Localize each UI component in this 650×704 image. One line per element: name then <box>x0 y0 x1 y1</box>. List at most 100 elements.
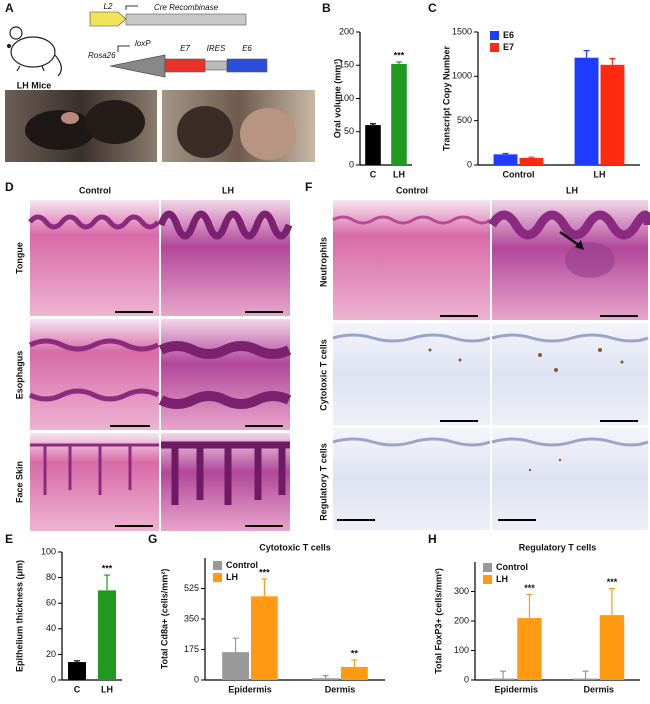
legend-label: LH <box>226 572 238 582</box>
legend-swatch <box>213 561 222 570</box>
e7-label: E7 <box>180 44 190 53</box>
y-tick-label: 100 <box>454 645 469 655</box>
panel-label: F <box>305 180 312 194</box>
y-tick-label: 525 <box>184 583 199 593</box>
y-tick-label: 0 <box>51 674 56 684</box>
mouse-label: LH Mice <box>17 80 52 90</box>
bar <box>251 596 278 680</box>
y-tick-label: 500 <box>457 115 472 125</box>
x-tick-label: LH <box>101 684 113 694</box>
error-bar <box>396 61 402 64</box>
error-bar <box>104 574 110 591</box>
x-tick-label: C <box>74 684 81 694</box>
y-tick-label: 100 <box>41 546 56 556</box>
bar <box>600 64 625 165</box>
error-bar <box>232 637 239 653</box>
bar <box>517 618 542 680</box>
legend-swatch <box>483 575 492 584</box>
y-tick-label: 60 <box>46 598 56 608</box>
y-tick-label: 40 <box>46 623 56 633</box>
mouse-icon <box>6 26 62 77</box>
loxp-label: loxP <box>135 39 151 48</box>
bar <box>519 157 544 165</box>
legend-swatch <box>213 573 222 582</box>
error-bar <box>526 593 533 619</box>
l2-label: L2 <box>104 2 113 11</box>
y-tick-label: 350 <box>184 613 199 623</box>
x-tick-label: C <box>370 169 377 179</box>
bar <box>391 63 407 165</box>
photo-mouse <box>25 110 95 150</box>
photo-mouse <box>240 108 296 160</box>
significance: *** <box>259 567 270 577</box>
loxp-triangle <box>109 54 166 78</box>
legend-label: E7 <box>503 42 514 52</box>
error-bar <box>528 156 535 158</box>
panel-label: A <box>5 1 14 15</box>
significance: *** <box>607 577 618 587</box>
y-axis-label: Oral volume (mm³) <box>332 59 342 139</box>
cre-label: Cre Recombinase <box>154 3 219 12</box>
error-bar <box>500 670 507 679</box>
column-label: Control <box>79 185 111 195</box>
bar <box>599 615 625 680</box>
y-tick-label: 50 <box>344 126 354 136</box>
legend-label: LH <box>496 574 508 584</box>
bar <box>341 666 368 680</box>
x-tick-label: Dermis <box>583 684 614 694</box>
panel-label: D <box>5 180 14 194</box>
column-label: LH <box>222 185 234 195</box>
y-tick-label: 150 <box>339 60 354 70</box>
x-tick-label: Control <box>503 169 535 179</box>
rosa26-label: Rosa26 <box>88 51 116 60</box>
legend-swatch <box>483 563 492 572</box>
error-bar <box>322 675 329 679</box>
photo-lesion <box>61 112 79 124</box>
row-label: Face Skin <box>14 461 24 503</box>
chart-title: Regulatory T cells <box>519 542 597 552</box>
legend-swatch <box>490 43 499 52</box>
panel-label: E <box>5 532 13 546</box>
y-tick-label: 0 <box>194 674 199 684</box>
bar <box>493 154 518 165</box>
panel-label: H <box>428 532 437 546</box>
error-bar <box>583 50 590 58</box>
error-bar <box>351 659 358 667</box>
y-axis-label: Transcript Copy Number <box>441 45 451 151</box>
error-bar <box>608 587 615 616</box>
y-tick-label: 20 <box>46 649 56 659</box>
y-tick-label: 1500 <box>452 26 472 36</box>
micrographs-f <box>332 200 650 530</box>
bar <box>573 678 598 680</box>
error-bar <box>74 660 80 663</box>
row-label: Cytotoxic T cells <box>318 339 328 411</box>
e6-label: E6 <box>242 44 252 53</box>
bar <box>365 125 381 165</box>
photo-mouse <box>85 100 145 144</box>
row-label: Esophagus <box>14 351 24 400</box>
cre-box <box>125 13 247 26</box>
significance: ** <box>351 648 359 658</box>
error-bar <box>370 123 376 126</box>
error-bar <box>261 578 268 597</box>
panel-label: C <box>428 1 437 15</box>
e7-box <box>164 58 206 73</box>
y-tick-label: 200 <box>339 26 354 36</box>
row-label: Regulatory T cells <box>318 443 328 521</box>
panel-label: B <box>322 1 331 15</box>
bar <box>312 678 339 680</box>
y-axis-label: Epithelium thickness (μm) <box>14 560 24 672</box>
tss-arrow <box>117 45 130 52</box>
x-tick-label: LH <box>594 169 606 179</box>
row-label: Neutrophils <box>318 237 328 287</box>
bar <box>68 662 86 680</box>
significance: *** <box>524 583 535 593</box>
x-tick-label: Epidermis <box>228 684 272 694</box>
y-tick-label: 300 <box>454 586 469 596</box>
y-tick-label: 175 <box>184 644 199 654</box>
y-tick-label: 0 <box>349 159 354 169</box>
x-tick-label: LH <box>393 169 405 179</box>
x-tick-label: Epidermis <box>494 684 538 694</box>
